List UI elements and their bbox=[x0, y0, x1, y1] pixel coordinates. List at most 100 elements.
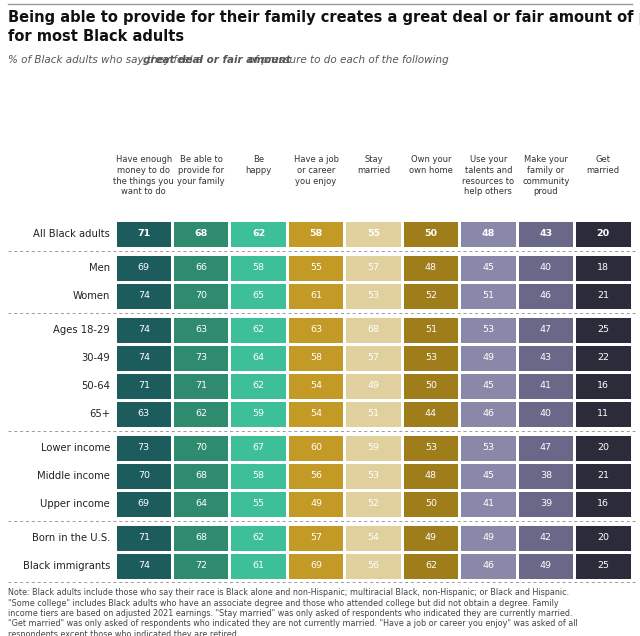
Text: Born in the U.S.: Born in the U.S. bbox=[31, 533, 110, 543]
Bar bbox=[289, 256, 343, 280]
Text: 59: 59 bbox=[367, 443, 380, 452]
Text: 58: 58 bbox=[253, 263, 264, 272]
Text: 63: 63 bbox=[195, 326, 207, 335]
Text: Women: Women bbox=[72, 291, 110, 301]
Text: 47: 47 bbox=[540, 326, 552, 335]
Bar bbox=[461, 525, 516, 551]
Bar bbox=[461, 317, 516, 343]
Bar bbox=[116, 401, 171, 427]
Text: 39: 39 bbox=[540, 499, 552, 509]
Text: 25: 25 bbox=[597, 326, 609, 335]
Bar bbox=[576, 401, 630, 427]
Bar bbox=[232, 317, 286, 343]
Bar bbox=[518, 553, 573, 579]
Bar bbox=[232, 221, 286, 247]
Text: 45: 45 bbox=[483, 471, 494, 481]
Text: 49: 49 bbox=[310, 499, 322, 509]
Bar bbox=[174, 436, 228, 460]
Text: 68: 68 bbox=[195, 230, 208, 238]
Text: 20: 20 bbox=[596, 230, 610, 238]
Text: 51: 51 bbox=[425, 326, 437, 335]
Text: % of Black adults who say they feel a: % of Black adults who say they feel a bbox=[8, 55, 205, 65]
Text: 60: 60 bbox=[310, 443, 322, 452]
Text: 74: 74 bbox=[138, 291, 150, 300]
Text: 63: 63 bbox=[138, 410, 150, 418]
Text: 62: 62 bbox=[195, 410, 207, 418]
Text: of pressure to do each of the following: of pressure to do each of the following bbox=[245, 55, 449, 65]
Bar bbox=[461, 256, 516, 280]
Bar bbox=[576, 256, 630, 280]
Bar bbox=[232, 345, 286, 371]
Bar bbox=[576, 436, 630, 460]
Text: 49: 49 bbox=[540, 562, 552, 570]
Text: 57: 57 bbox=[310, 534, 322, 543]
Text: 50: 50 bbox=[425, 499, 437, 509]
Text: 74: 74 bbox=[138, 562, 150, 570]
Text: 70: 70 bbox=[195, 443, 207, 452]
Bar bbox=[116, 256, 171, 280]
Text: 73: 73 bbox=[195, 354, 207, 363]
Bar bbox=[461, 464, 516, 488]
Bar bbox=[576, 221, 630, 247]
Text: 53: 53 bbox=[425, 443, 437, 452]
Text: 49: 49 bbox=[367, 382, 380, 391]
Bar bbox=[576, 373, 630, 399]
Text: 22: 22 bbox=[597, 354, 609, 363]
Bar bbox=[116, 553, 171, 579]
Bar bbox=[116, 464, 171, 488]
Text: 71: 71 bbox=[137, 230, 150, 238]
Text: 42: 42 bbox=[540, 534, 552, 543]
Bar bbox=[346, 317, 401, 343]
Text: 68: 68 bbox=[195, 534, 207, 543]
Text: 65: 65 bbox=[253, 291, 264, 300]
Text: 20: 20 bbox=[597, 443, 609, 452]
Bar bbox=[116, 436, 171, 460]
Text: 54: 54 bbox=[310, 410, 322, 418]
Text: 56: 56 bbox=[310, 471, 322, 481]
Bar bbox=[116, 492, 171, 516]
Bar bbox=[404, 492, 458, 516]
Text: 54: 54 bbox=[367, 534, 380, 543]
Bar bbox=[518, 401, 573, 427]
Text: Have enough
money to do
the things you
want to do: Have enough money to do the things you w… bbox=[113, 155, 174, 197]
Text: 16: 16 bbox=[597, 382, 609, 391]
Text: 55: 55 bbox=[367, 230, 380, 238]
Bar bbox=[576, 345, 630, 371]
Text: 45: 45 bbox=[483, 263, 494, 272]
Bar bbox=[232, 464, 286, 488]
Text: Being able to provide for their family creates a great deal or fair amount of pr: Being able to provide for their family c… bbox=[8, 10, 640, 44]
Bar bbox=[116, 525, 171, 551]
Bar bbox=[518, 464, 573, 488]
Text: "Some college" includes Black adults who have an associate degree and those who : "Some college" includes Black adults who… bbox=[8, 598, 559, 607]
Text: 65+: 65+ bbox=[89, 409, 110, 419]
Text: 18: 18 bbox=[597, 263, 609, 272]
Bar bbox=[404, 317, 458, 343]
Bar bbox=[346, 284, 401, 308]
Text: 44: 44 bbox=[425, 410, 437, 418]
Bar bbox=[289, 553, 343, 579]
Text: 54: 54 bbox=[310, 382, 322, 391]
Text: 50: 50 bbox=[424, 230, 438, 238]
Bar bbox=[174, 345, 228, 371]
Text: 71: 71 bbox=[195, 382, 207, 391]
Bar bbox=[174, 373, 228, 399]
Bar bbox=[576, 464, 630, 488]
Text: 51: 51 bbox=[483, 291, 494, 300]
Bar bbox=[116, 221, 171, 247]
Text: 49: 49 bbox=[483, 354, 494, 363]
Bar bbox=[576, 525, 630, 551]
Bar bbox=[289, 221, 343, 247]
Text: 73: 73 bbox=[138, 443, 150, 452]
Text: 62: 62 bbox=[253, 534, 264, 543]
Text: 62: 62 bbox=[253, 326, 264, 335]
Text: 50-64: 50-64 bbox=[81, 381, 110, 391]
Text: 21: 21 bbox=[597, 471, 609, 481]
Text: 40: 40 bbox=[540, 410, 552, 418]
Bar bbox=[404, 345, 458, 371]
Bar bbox=[576, 317, 630, 343]
Bar bbox=[461, 401, 516, 427]
Text: Ages 18-29: Ages 18-29 bbox=[53, 325, 110, 335]
Text: 30-49: 30-49 bbox=[81, 353, 110, 363]
Text: 52: 52 bbox=[367, 499, 380, 509]
Text: 69: 69 bbox=[310, 562, 322, 570]
